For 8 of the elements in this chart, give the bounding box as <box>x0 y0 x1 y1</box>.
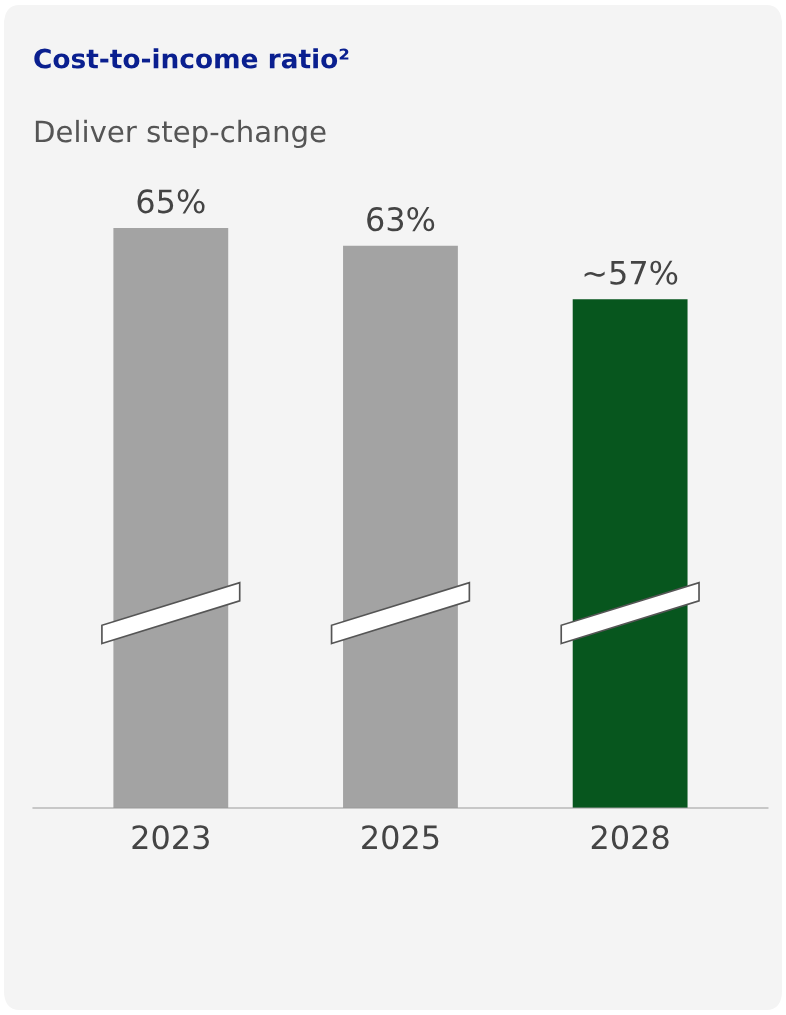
x-tick-label: 2025 <box>362 825 439 850</box>
x-tick-label: 2028 <box>591 825 669 850</box>
data-label: 65% <box>137 189 205 214</box>
data-label: ~57% <box>584 260 678 285</box>
chart-subtitle: Deliver step-change <box>35 119 326 149</box>
data-label: 63% <box>367 207 435 232</box>
x-tick-label: 2023 <box>132 825 209 850</box>
chart-title: Cost-to-income ratio² <box>34 48 349 69</box>
